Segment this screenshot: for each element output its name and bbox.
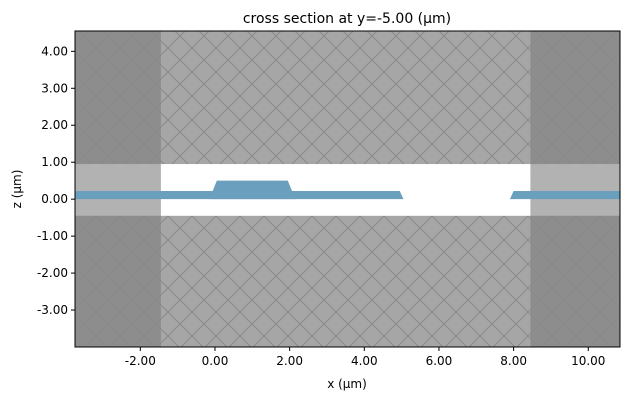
x-tick-label: -2.00 — [125, 354, 156, 368]
y-axis: -3.00 -2.00 -1.00 0.00 1.00 2.00 3.00 4.00 — [37, 44, 75, 317]
y-tick-label: 3.00 — [41, 81, 68, 95]
y-tick-label: 2.00 — [41, 118, 68, 132]
y-tick-label: 4.00 — [41, 44, 68, 58]
x-tick-label: 0.00 — [202, 354, 229, 368]
waveguide-rib — [209, 180, 296, 200]
x-tick-label: 8.00 — [500, 354, 527, 368]
y-tick-label: 0.00 — [41, 192, 68, 206]
cladding-left — [75, 164, 161, 216]
plot-frame — [74, 30, 621, 348]
x-tick-label: 10.00 — [571, 354, 605, 368]
x-tick-label: 2.00 — [276, 354, 303, 368]
cladding-right — [530, 164, 620, 216]
x-tick-label: 6.00 — [426, 354, 453, 368]
x-axis: -2.00 0.00 2.00 4.00 6.00 8.00 10.00 — [125, 347, 605, 368]
y-tick-label: -3.00 — [37, 303, 68, 317]
plot-area — [75, 31, 620, 347]
chart-title: cross section at y=-5.00 (μm) — [243, 11, 451, 27]
y-tick-label: -1.00 — [37, 229, 68, 243]
x-axis-label: x (μm) — [327, 377, 367, 391]
x-tick-label: 4.00 — [351, 354, 378, 368]
waveguide-slab-right — [509, 191, 620, 200]
y-axis-label: z (μm) — [10, 170, 24, 209]
y-tick-label: 1.00 — [41, 155, 68, 169]
y-tick-label: -2.00 — [37, 266, 68, 280]
